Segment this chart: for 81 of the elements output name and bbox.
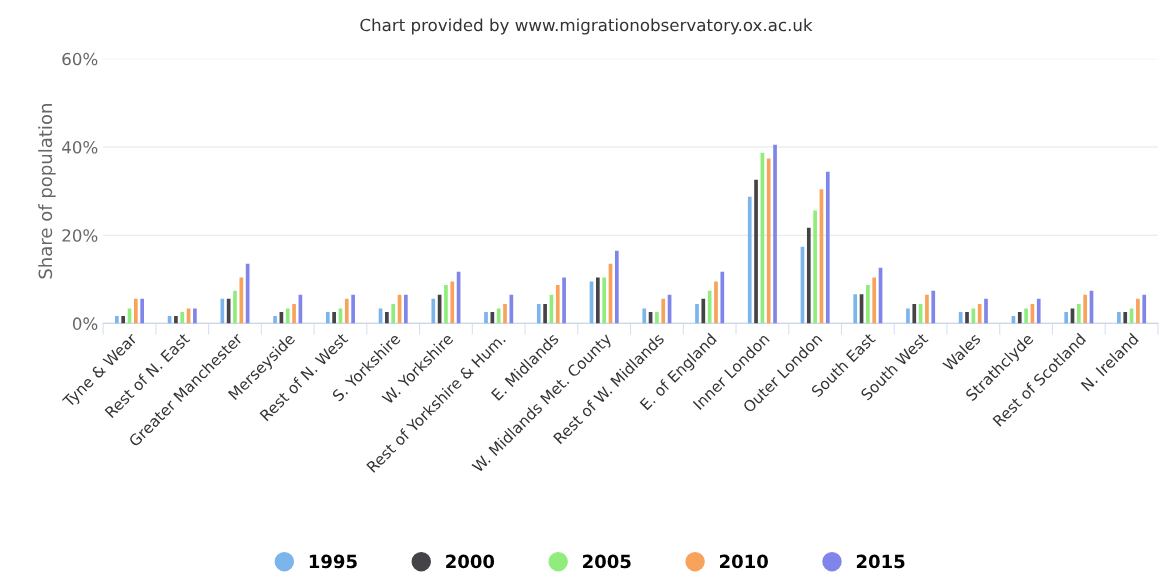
bar [484,311,488,324]
bar [404,294,408,324]
bar [1083,294,1087,324]
bar [140,298,145,324]
bar [866,285,870,324]
bar [536,304,541,324]
bar [444,285,448,324]
y-tick-label: 40% [62,140,98,154]
bar [701,298,706,324]
bar [655,311,659,324]
bar [115,315,119,324]
y-tick-label: 0% [72,317,98,330]
bar [1076,304,1081,324]
bar [1142,294,1147,324]
bar [602,277,607,324]
bar [695,304,699,324]
bar [233,290,237,324]
legend-label: 2000 [446,554,495,569]
bar [766,158,771,324]
bar [332,311,336,324]
bar [853,294,858,324]
legend-label: 2015 [856,554,905,569]
legend-label: 2010 [719,554,768,569]
bar [984,298,988,324]
bar [220,298,225,324]
bar [1064,311,1069,324]
bar [912,304,917,324]
bar [503,304,507,324]
bar [806,227,811,324]
bar [121,315,126,324]
bar [714,281,718,324]
bar [351,294,355,324]
bar [180,311,185,324]
bar [431,298,436,324]
bar [562,277,566,324]
bar [292,304,296,324]
bar [1017,311,1022,324]
bar [450,281,455,324]
bar [273,315,277,324]
bar [931,290,936,324]
bar [747,196,752,324]
bar [720,271,725,324]
bar [391,304,396,324]
bar [509,294,514,324]
legend-label: 1995 [309,554,357,569]
bar [1036,298,1041,324]
bar [614,250,619,324]
bar [825,171,830,324]
chart-title: Chart provided by www.migrationobservatory.ox.ac.uk [360,18,813,35]
bar [496,308,501,324]
legend-label: 2005 [583,554,631,569]
bar [773,144,777,324]
bar [906,308,910,324]
y-axis-title: Share of population [38,104,56,279]
bar [813,210,817,324]
bar [595,277,600,324]
bar [872,277,877,324]
y-tick-label: 20% [62,229,98,242]
bar [958,311,963,324]
bar [344,298,349,324]
bar [925,294,929,324]
bar [285,308,290,324]
bar [661,298,666,324]
bar [1024,308,1028,324]
bar [1123,311,1128,324]
bar [174,315,178,324]
bar [226,298,231,324]
bar [325,311,330,324]
bar [239,277,244,324]
bar [965,311,969,324]
bar [555,285,560,324]
y-tick-label: 60% [62,52,98,66]
bar [642,308,647,324]
bar [1136,298,1140,324]
bar [385,311,389,324]
bar [1117,311,1121,324]
bar [754,179,758,324]
bar [977,304,982,324]
bar [133,298,138,324]
bar [543,304,547,324]
bar [193,308,197,324]
